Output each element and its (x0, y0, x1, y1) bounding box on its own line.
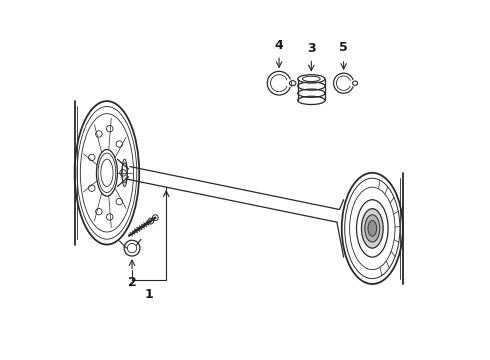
Ellipse shape (362, 209, 383, 248)
Text: 4: 4 (275, 39, 283, 51)
Wedge shape (349, 80, 355, 86)
Text: 3: 3 (307, 42, 316, 55)
Ellipse shape (368, 221, 377, 236)
Ellipse shape (365, 215, 380, 242)
Text: 5: 5 (339, 41, 348, 54)
Text: 2: 2 (128, 276, 136, 289)
Text: 1: 1 (145, 288, 153, 301)
Wedge shape (286, 80, 293, 87)
